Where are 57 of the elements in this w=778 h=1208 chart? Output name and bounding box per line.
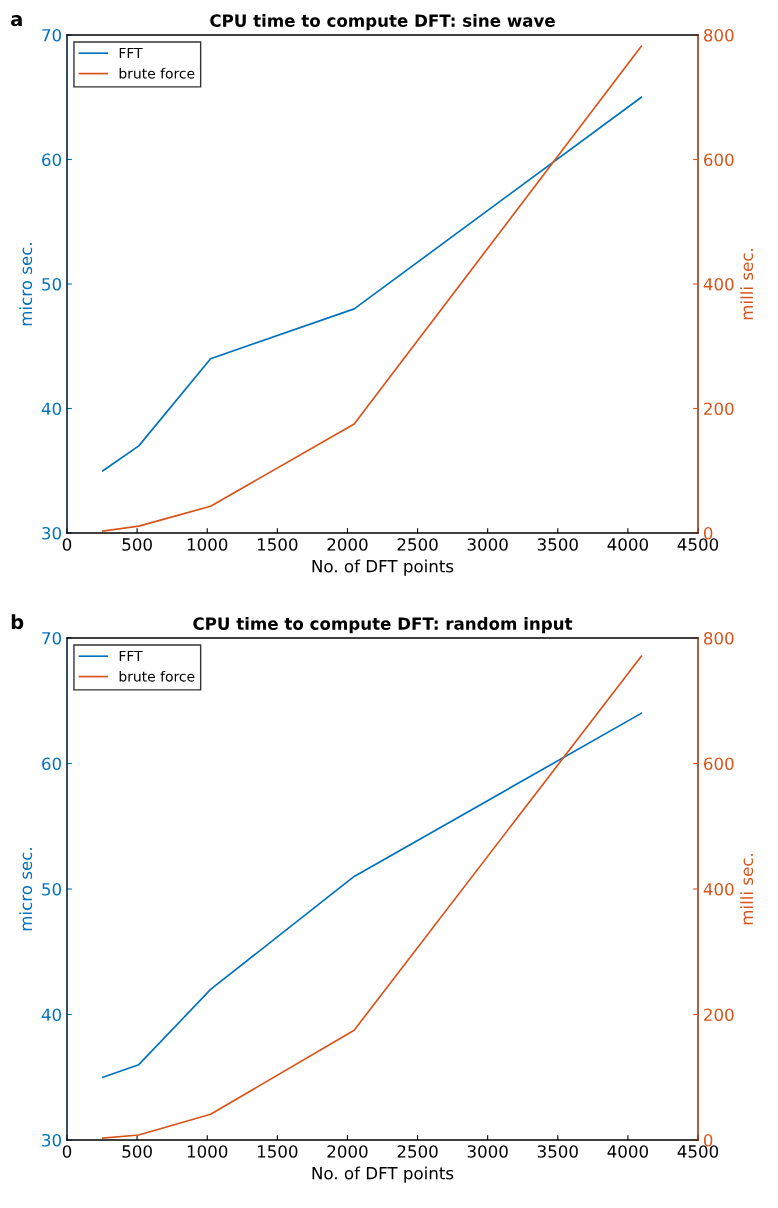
y2-axis-title: milli sec. xyxy=(740,249,754,320)
y-tick-label: 70 xyxy=(42,631,62,645)
x-tick-label: 2500 xyxy=(397,1145,438,1158)
y-tick-label: 40 xyxy=(41,402,62,416)
x-axis-title: No. of DFT points xyxy=(312,559,454,576)
y-tick-label: 50 xyxy=(42,882,62,896)
y2-tick-label: 400 xyxy=(703,882,734,896)
y-axis-title: micro sec. xyxy=(19,848,33,931)
x-tick-label: 2000 xyxy=(327,538,368,551)
line-series xyxy=(102,712,643,1079)
x-tick-label: 4500 xyxy=(677,1145,719,1158)
legend-label: brute force xyxy=(119,67,195,79)
y2-tick-label: 400 xyxy=(703,277,734,291)
x-axis-title: No. of DFT points xyxy=(312,1166,454,1183)
y-axis-title: micro sec. xyxy=(19,243,33,326)
y-tick-label: 70 xyxy=(42,28,62,42)
x-tick-label: 2500 xyxy=(397,538,438,551)
chart-title: CPU time to compute DFT: random input xyxy=(193,617,573,634)
x-tick-label: 500 xyxy=(122,1145,152,1158)
y-tick-label: 60 xyxy=(42,153,62,167)
x-tick-label: 1000 xyxy=(187,538,228,551)
y2-tick-label: 600 xyxy=(704,757,734,771)
y2-tick-label: 600 xyxy=(704,153,734,167)
x-tick-label: 4000 xyxy=(607,1145,648,1158)
x-tick-label: 3000 xyxy=(467,1145,508,1158)
y2-tick-label: 800 xyxy=(703,631,734,645)
x-tick-label: 1500 xyxy=(257,538,298,551)
y2-tick-label: 0 xyxy=(703,1133,713,1147)
y2-tick-label: 200 xyxy=(704,1008,734,1022)
y2-tick-label: 800 xyxy=(703,28,734,42)
chart-title: CPU time to compute DFT: sine wave xyxy=(210,14,555,31)
x-tick-label: 1500 xyxy=(257,1145,298,1158)
x-tick-label: 1000 xyxy=(187,1145,228,1158)
x-tick-label: 4500 xyxy=(677,538,719,551)
y-tick-label: 50 xyxy=(42,277,62,291)
y2-tick-label: 0 xyxy=(703,526,713,540)
line-series xyxy=(102,45,643,532)
y-tick-label: 30 xyxy=(42,1133,62,1147)
y-tick-label: 30 xyxy=(42,526,62,540)
x-tick-label: 0 xyxy=(62,1145,72,1158)
legend-label: brute force xyxy=(119,670,195,682)
x-tick-label: 0 xyxy=(62,538,72,551)
legend-label: FFT xyxy=(119,47,143,59)
text: b xyxy=(11,614,24,630)
y-tick-label: 40 xyxy=(41,1008,62,1022)
legend-label: FFT xyxy=(119,650,143,662)
x-tick-label: 4000 xyxy=(607,538,648,551)
y2-tick-label: 200 xyxy=(704,402,734,416)
y-tick-label: 60 xyxy=(42,757,62,771)
line-series xyxy=(102,96,643,472)
x-tick-label: 500 xyxy=(122,538,152,551)
x-tick-label: 3000 xyxy=(467,538,508,551)
text: a xyxy=(11,15,22,27)
x-tick-label: 3500 xyxy=(537,1145,578,1158)
x-tick-label: 3500 xyxy=(537,538,578,551)
x-tick-label: 2000 xyxy=(327,1145,368,1158)
y2-axis-title: milli sec. xyxy=(740,854,754,925)
